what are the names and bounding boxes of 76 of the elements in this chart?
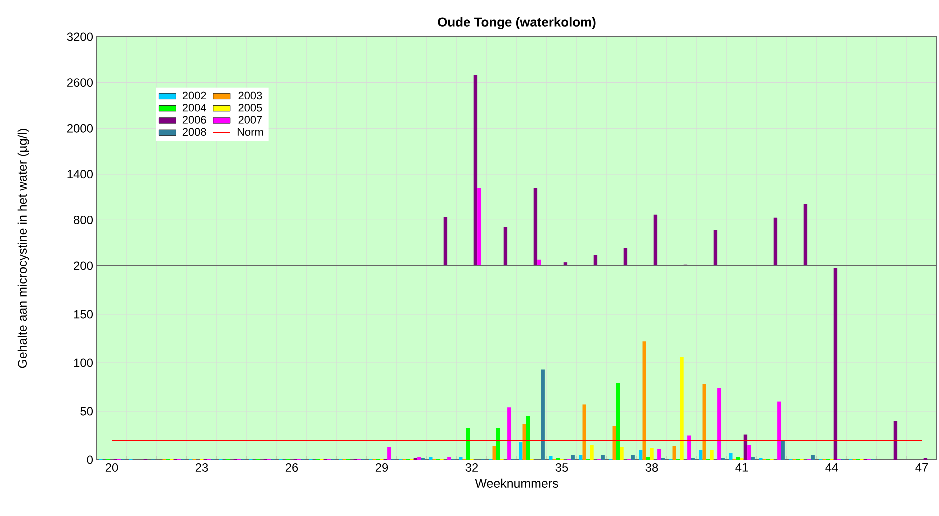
- bar: [778, 402, 782, 460]
- y-tick-label: 50: [80, 407, 94, 416]
- legend-label: 2006: [182, 116, 206, 124]
- bar: [601, 455, 605, 460]
- legend-label: 2005: [238, 104, 262, 112]
- bar: [729, 453, 733, 460]
- legend-label: 2002: [182, 92, 206, 100]
- bar: [448, 457, 452, 460]
- y-tick-label: 2600: [67, 78, 94, 88]
- bar: [699, 450, 703, 460]
- bar: [658, 449, 662, 460]
- legend-label: 2007: [238, 116, 262, 124]
- bar: [549, 456, 553, 460]
- y-tick-label: 150: [74, 310, 94, 319]
- bar: [492, 446, 496, 460]
- bar: [702, 384, 706, 460]
- bar: [418, 457, 422, 460]
- bar: [631, 455, 635, 460]
- bar: [582, 404, 586, 460]
- legend-label: 2004: [182, 104, 206, 112]
- bar: [519, 442, 523, 460]
- bar: [508, 408, 512, 460]
- bar: [466, 428, 470, 460]
- legend-label: 2008: [182, 128, 206, 136]
- x-tick-label: 26: [286, 464, 298, 472]
- x-tick-label: 38: [646, 464, 658, 472]
- bar: [639, 450, 643, 460]
- bar: [751, 457, 755, 460]
- bar: [541, 370, 545, 460]
- bar: [894, 421, 898, 460]
- chart-title: Oude Tonge (waterkolom): [438, 17, 596, 30]
- bar: [496, 428, 500, 460]
- bar: [646, 457, 650, 460]
- bar: [388, 447, 392, 460]
- bar: [688, 436, 692, 460]
- legend-label: 2003: [238, 92, 262, 100]
- x-tick-label: 32: [466, 464, 478, 472]
- y-tick-label: 1400: [68, 170, 94, 179]
- x-axis-title: Weeknummers: [475, 478, 558, 488]
- x-tick-label: 29: [376, 464, 388, 472]
- bar: [680, 357, 684, 460]
- legend-label: Norm: [238, 128, 264, 136]
- bar: [459, 457, 463, 460]
- x-tick-label: 47: [916, 464, 928, 472]
- bar: [522, 424, 526, 460]
- bar: [811, 455, 815, 460]
- bar: [642, 342, 646, 460]
- bar: [650, 448, 654, 460]
- y-tick-label: 0: [87, 456, 94, 464]
- bar: [834, 268, 838, 460]
- bar: [736, 457, 740, 460]
- y-tick-label: 2000: [67, 124, 94, 133]
- y-tick-label: 200: [74, 262, 94, 270]
- bar: [781, 440, 785, 460]
- bar: [710, 450, 714, 460]
- bar: [526, 416, 530, 460]
- bar: [429, 457, 433, 460]
- bar: [579, 455, 583, 460]
- y-axis-title: Gehalte aan microcystine in het water (µg/l): [18, 129, 30, 368]
- y-tick-label: 800: [74, 216, 94, 224]
- x-tick-label: 23: [196, 464, 208, 472]
- x-tick-label: 44: [826, 464, 838, 472]
- bar: [590, 445, 594, 460]
- bar: [744, 434, 748, 460]
- bar: [672, 446, 676, 460]
- y-tick-label: 3200: [67, 32, 94, 42]
- bar: [748, 445, 752, 460]
- x-tick-label: 20: [106, 464, 118, 472]
- x-tick-label: 35: [556, 464, 568, 472]
- bar: [612, 426, 616, 460]
- y-tick-label: 100: [74, 358, 94, 368]
- bar: [718, 388, 722, 460]
- bar: [616, 383, 620, 460]
- bar: [620, 447, 624, 460]
- x-tick-label: 41: [736, 464, 748, 472]
- bar: [571, 455, 575, 460]
